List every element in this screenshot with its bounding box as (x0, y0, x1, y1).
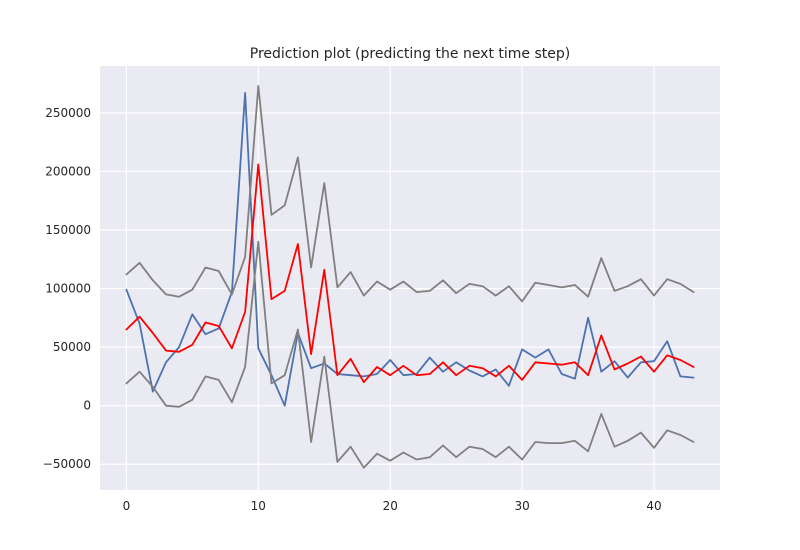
x-tick-label: 0 (123, 499, 131, 513)
series-upper-bound-line (125, 85, 695, 303)
y-tick-label: 100000 (45, 282, 91, 296)
x-tick-label: 10 (251, 499, 266, 513)
chart-title: Prediction plot (predicting the next tim… (250, 46, 570, 62)
series-prediction-line (125, 163, 695, 384)
y-tick-label: 250000 (45, 106, 91, 120)
plot-area (100, 66, 720, 490)
series-lower-bound-line (125, 240, 695, 469)
y-axis-ticks: −50000 0 50000 100000 150000 200000 250000 (43, 106, 91, 471)
y-tick-label: 0 (83, 399, 91, 413)
x-tick-label: 20 (383, 499, 398, 513)
series-layer (125, 85, 695, 469)
x-tick-label: 40 (646, 499, 661, 513)
x-tick-label: 30 (514, 499, 529, 513)
y-tick-label: 150000 (45, 223, 91, 237)
x-axis-ticks: 0 10 20 30 40 (123, 499, 662, 513)
series-actual-line (125, 92, 695, 407)
y-tick-label: −50000 (43, 457, 91, 471)
y-tick-label: 50000 (53, 340, 91, 354)
y-tick-label: 200000 (45, 164, 91, 178)
grid (100, 66, 720, 490)
